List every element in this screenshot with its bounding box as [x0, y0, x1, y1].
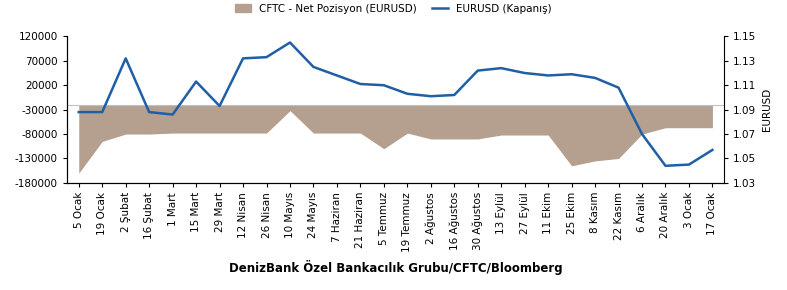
Y-axis label: EURUSD: EURUSD [762, 88, 772, 131]
X-axis label: DenizBank Özel Bankacılık Grubu/CFTC/Bloomberg: DenizBank Özel Bankacılık Grubu/CFTC/Blo… [229, 260, 563, 275]
Legend: CFTC - Net Pozisyon (EURUSD), EURUSD (Kapanış): CFTC - Net Pozisyon (EURUSD), EURUSD (Ka… [231, 0, 556, 18]
